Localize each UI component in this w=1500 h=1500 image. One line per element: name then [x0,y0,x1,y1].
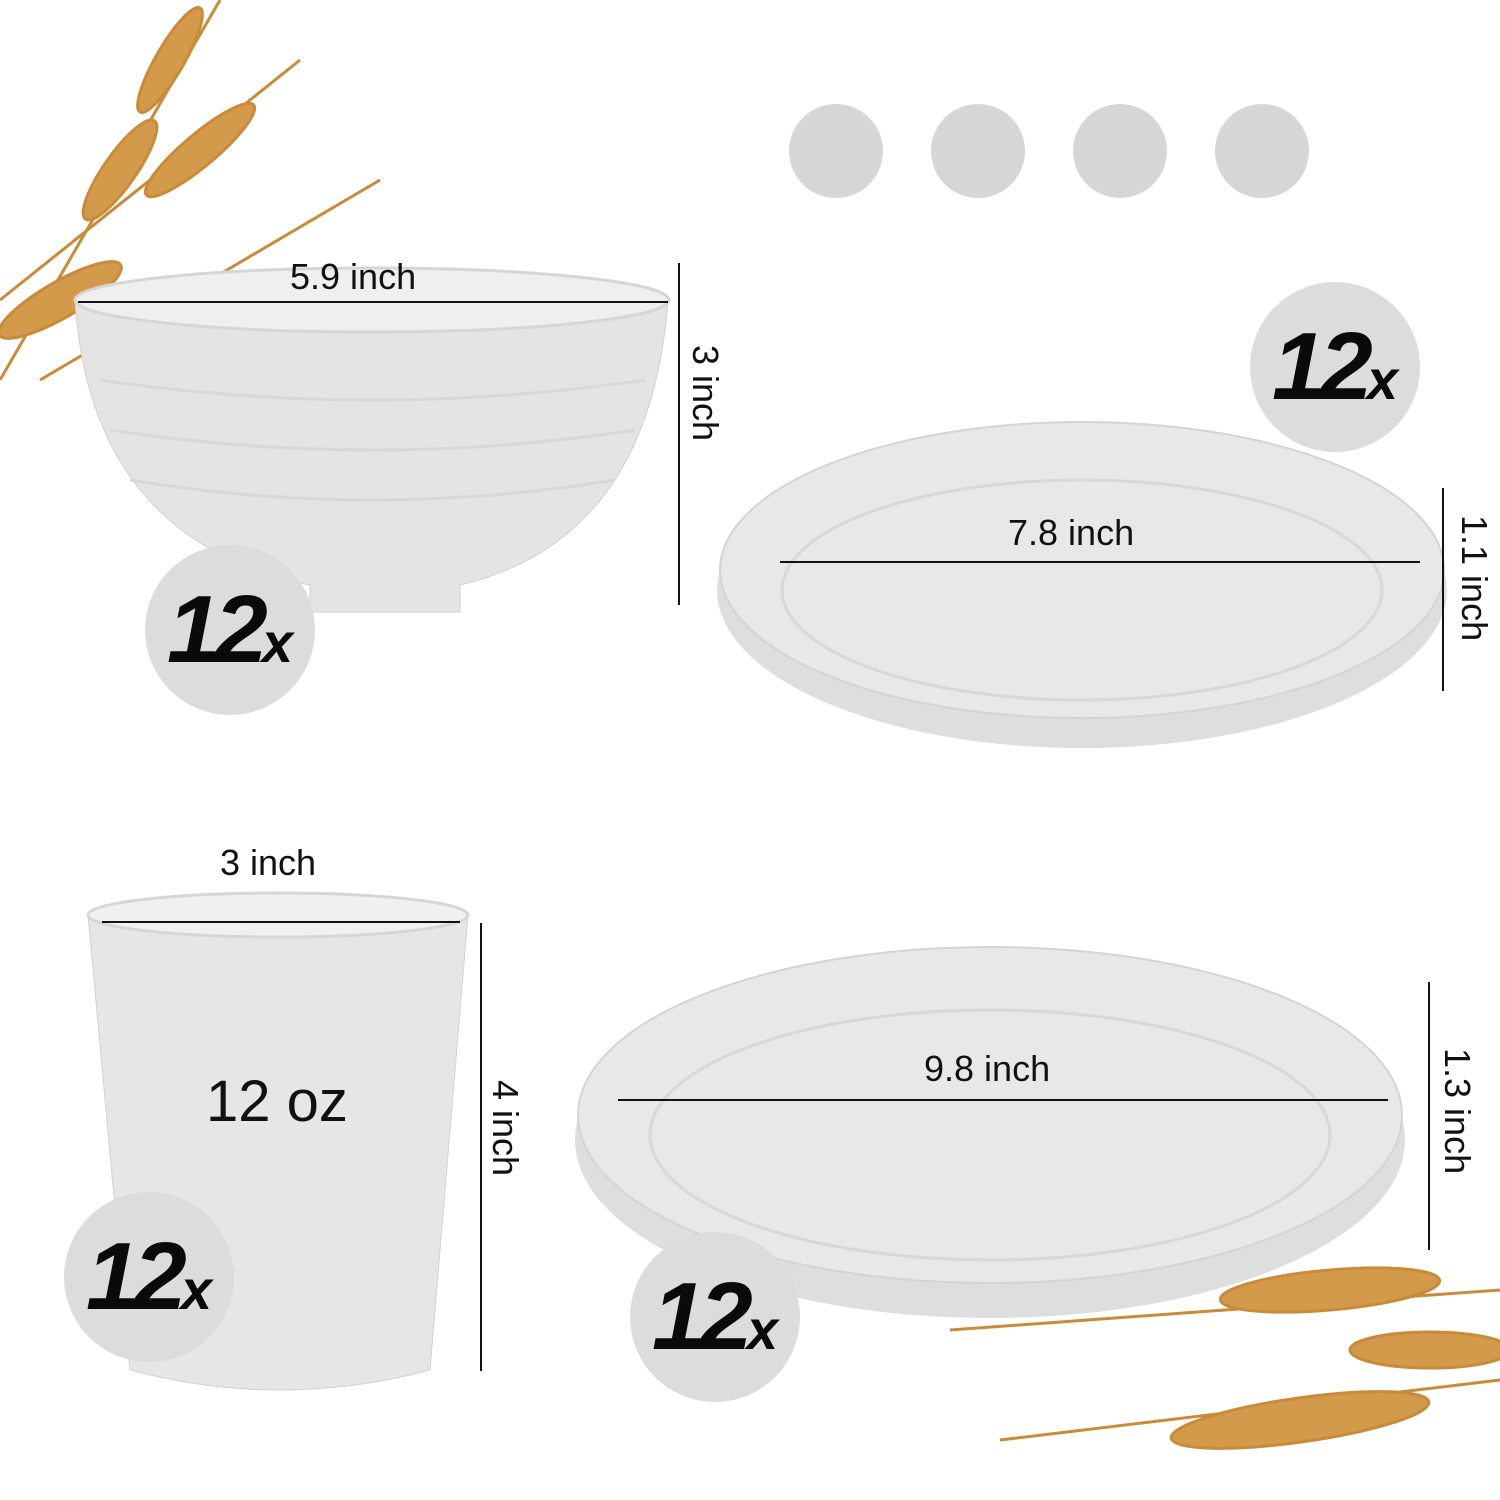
small-plate-height-line [1442,488,1444,691]
cup-width-line [102,921,460,923]
small-plate-image [717,421,1447,748]
large-plate-width-label: 9.8 inch [924,1048,1051,1089]
cup-height-label: 4 inch [485,1080,526,1177]
bowl-count: 12 [167,576,268,683]
large-plate-count: 12 [652,1263,753,1370]
bowl-width-label: 5.9 inch [290,256,417,297]
bowl-width-line [78,301,668,303]
bowl-image [73,266,671,613]
color-swatch-1[interactable] [789,104,883,198]
color-swatch-3[interactable] [1073,104,1167,198]
color-swatch-4[interactable] [1215,104,1309,198]
small-plate-count: 12 [1272,313,1373,420]
wheat-bottom-right [949,1266,1500,1450]
cup-width-label: 3 inch [220,842,317,883]
cup-capacity-label: 12 oz [206,1069,348,1134]
small-plate-width-label: 7.8 inch [1008,512,1135,553]
bowl-height-line [678,263,680,605]
large-plate-height-line [1428,982,1430,1250]
large-plate-count-badge: 12x [630,1232,800,1402]
small-plate-count-badge: 12x [1250,282,1420,452]
bowl-height-label: 3 inch [685,345,726,442]
bowl-count-suffix: x [261,611,293,674]
cup-count: 12 [86,1223,187,1330]
small-plate-count-suffix: x [1366,348,1398,411]
color-swatch-2[interactable] [931,104,1025,198]
large-plate-count-suffix: x [746,1298,778,1361]
cup-count-badge: 12x [64,1192,234,1362]
large-plate-width-line [618,1099,1388,1101]
small-plate-width-line [780,561,1420,563]
large-plate-image [575,946,1405,1318]
small-plate-height-label: 1.1 inch [1454,515,1495,642]
large-plate-height-label: 1.3 inch [1437,1048,1478,1175]
cup-height-line [480,923,482,1371]
bowl-count-badge: 12x [145,545,315,715]
cup-count-suffix: x [180,1258,212,1321]
